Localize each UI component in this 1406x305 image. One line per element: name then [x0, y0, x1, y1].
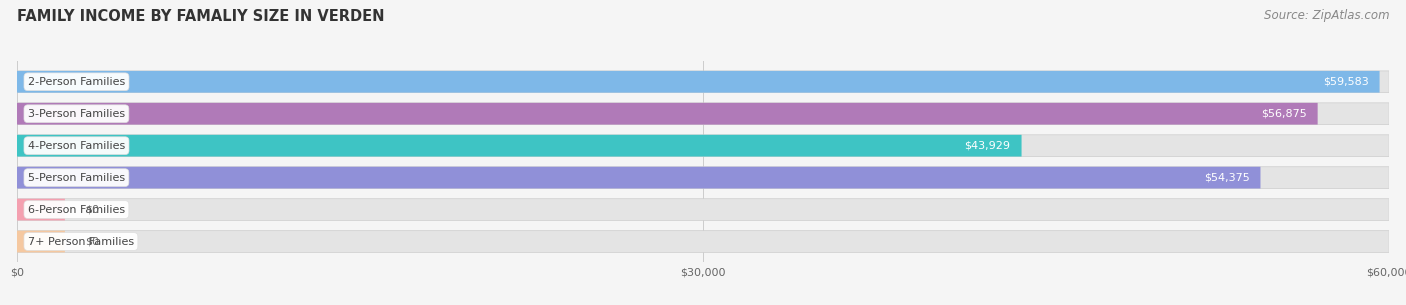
Text: FAMILY INCOME BY FAMALIY SIZE IN VERDEN: FAMILY INCOME BY FAMALIY SIZE IN VERDEN: [17, 9, 384, 24]
FancyBboxPatch shape: [17, 103, 1389, 124]
FancyBboxPatch shape: [17, 167, 1389, 188]
Text: $59,583: $59,583: [1323, 77, 1368, 87]
Text: 3-Person Families: 3-Person Families: [28, 109, 125, 119]
Text: 4-Person Families: 4-Person Families: [28, 141, 125, 151]
Text: Source: ZipAtlas.com: Source: ZipAtlas.com: [1264, 9, 1389, 22]
FancyBboxPatch shape: [17, 71, 1379, 93]
Text: 2-Person Families: 2-Person Families: [28, 77, 125, 87]
FancyBboxPatch shape: [17, 199, 1389, 221]
FancyBboxPatch shape: [17, 103, 1317, 124]
FancyBboxPatch shape: [17, 135, 1022, 156]
Text: $56,875: $56,875: [1261, 109, 1306, 119]
Text: $54,375: $54,375: [1204, 173, 1250, 183]
Text: 7+ Person Families: 7+ Person Families: [28, 237, 134, 246]
Text: $43,929: $43,929: [965, 141, 1011, 151]
Text: 5-Person Families: 5-Person Families: [28, 173, 125, 183]
FancyBboxPatch shape: [17, 167, 1260, 188]
FancyBboxPatch shape: [17, 71, 1389, 93]
FancyBboxPatch shape: [17, 231, 65, 253]
FancyBboxPatch shape: [17, 199, 65, 221]
Text: 6-Person Families: 6-Person Families: [28, 205, 125, 215]
Text: $0: $0: [86, 237, 100, 246]
FancyBboxPatch shape: [17, 231, 1389, 253]
FancyBboxPatch shape: [17, 135, 1389, 156]
Text: $0: $0: [86, 205, 100, 215]
